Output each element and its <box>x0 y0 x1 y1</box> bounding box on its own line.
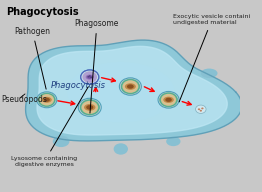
Text: Phagosome: Phagosome <box>75 19 119 113</box>
Ellipse shape <box>86 74 94 80</box>
Circle shape <box>80 100 100 115</box>
Circle shape <box>195 105 206 113</box>
Circle shape <box>81 70 99 84</box>
Ellipse shape <box>53 136 69 147</box>
Ellipse shape <box>67 62 174 122</box>
Circle shape <box>198 108 200 110</box>
Circle shape <box>89 75 91 77</box>
Ellipse shape <box>201 69 217 78</box>
Ellipse shape <box>163 97 174 103</box>
Text: Pseudopods: Pseudopods <box>1 95 47 104</box>
Circle shape <box>121 79 140 94</box>
Circle shape <box>38 93 55 107</box>
Circle shape <box>37 92 57 108</box>
Ellipse shape <box>86 105 93 110</box>
Text: Lysosome containing
digestive enzymes: Lysosome containing digestive enzymes <box>11 87 88 167</box>
Circle shape <box>83 71 97 83</box>
Ellipse shape <box>44 98 50 102</box>
Circle shape <box>78 98 101 116</box>
Ellipse shape <box>165 98 172 102</box>
Ellipse shape <box>127 84 134 89</box>
Circle shape <box>161 94 176 106</box>
Ellipse shape <box>42 97 52 103</box>
Text: Exocytic vesicle containi
undigested material: Exocytic vesicle containi undigested mat… <box>173 14 250 102</box>
Circle shape <box>158 91 179 108</box>
Circle shape <box>160 93 177 107</box>
Circle shape <box>88 76 89 77</box>
Text: Pathogen: Pathogen <box>14 26 51 89</box>
Circle shape <box>122 80 138 93</box>
Circle shape <box>90 77 92 78</box>
Circle shape <box>201 108 204 109</box>
Ellipse shape <box>114 143 128 155</box>
Text: Phagocytosis: Phagocytosis <box>50 81 105 90</box>
Ellipse shape <box>84 104 95 111</box>
Circle shape <box>200 110 202 112</box>
Circle shape <box>81 101 98 114</box>
Circle shape <box>40 94 54 106</box>
Ellipse shape <box>125 83 136 90</box>
Ellipse shape <box>87 75 92 79</box>
Polygon shape <box>26 40 242 141</box>
Ellipse shape <box>166 137 181 146</box>
Polygon shape <box>37 46 227 135</box>
Circle shape <box>119 78 141 95</box>
Text: Phagocytosis: Phagocytosis <box>6 7 79 17</box>
